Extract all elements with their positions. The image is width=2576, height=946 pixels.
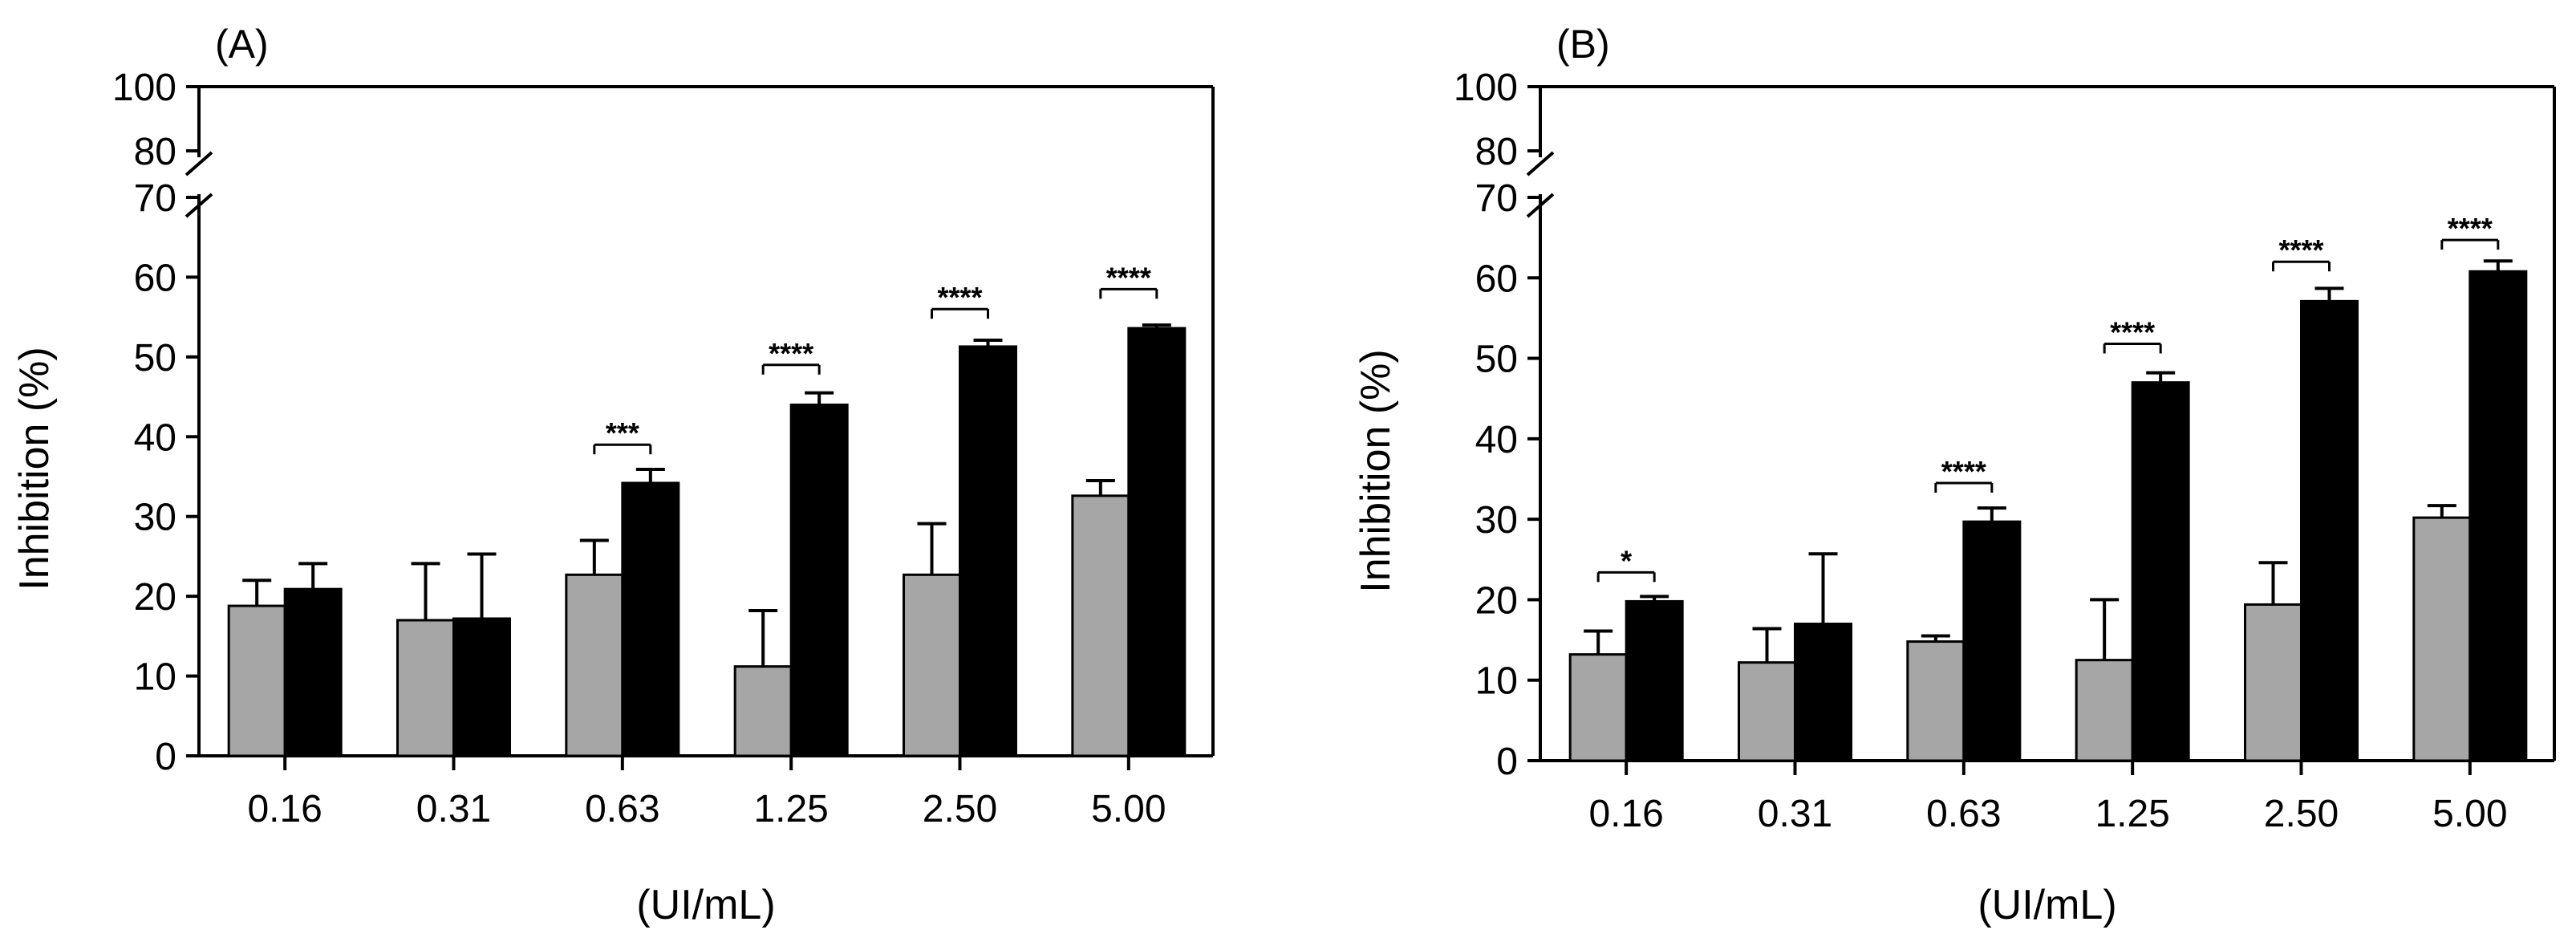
x-axis-title: (UI/mL) bbox=[1978, 882, 2116, 928]
bar-black bbox=[2468, 270, 2528, 762]
y-tick-label: 40 bbox=[1475, 419, 1518, 461]
panel-label: (B) bbox=[1556, 22, 1610, 67]
x-tick-label: 2.50 bbox=[923, 788, 997, 830]
y-axis-break-mark bbox=[185, 151, 213, 177]
x-tick-label: 0.63 bbox=[585, 788, 659, 830]
significance-label: **** bbox=[1106, 261, 1151, 294]
y-tick-label: 10 bbox=[134, 656, 176, 699]
x-tick-label: 0.63 bbox=[1926, 793, 2001, 835]
y-tick-label: 0 bbox=[1496, 741, 1518, 783]
y-axis-break-mark bbox=[1526, 193, 1555, 218]
bar-gray bbox=[2075, 659, 2134, 762]
bar-black bbox=[2131, 381, 2190, 762]
x-tick-label: 5.00 bbox=[1091, 788, 1166, 830]
y-tick-label: 20 bbox=[134, 576, 176, 619]
significance-label: **** bbox=[1941, 455, 1986, 488]
significance-label: **** bbox=[2278, 233, 2323, 266]
y-tick-label: 20 bbox=[1475, 579, 1518, 622]
bar-black bbox=[2300, 299, 2359, 762]
x-tick-label: 1.25 bbox=[2095, 793, 2169, 835]
bar-gray bbox=[903, 573, 961, 757]
y-tick-label: 70 bbox=[134, 177, 176, 220]
x-tick-label: 0.16 bbox=[247, 788, 322, 830]
x-tick-label: 0.31 bbox=[416, 788, 491, 830]
y-tick-label: 80 bbox=[1475, 131, 1518, 173]
y-tick-label: 10 bbox=[1475, 660, 1518, 703]
bar-gray bbox=[2244, 603, 2302, 762]
bar-black bbox=[283, 587, 343, 757]
y-tick-label: 30 bbox=[134, 497, 176, 539]
bar-black bbox=[959, 345, 1017, 757]
bar-gray bbox=[1738, 661, 1796, 762]
bar-black bbox=[1127, 327, 1187, 757]
bar-gray bbox=[1568, 653, 1628, 762]
significance-label: **** bbox=[2110, 316, 2155, 349]
panel-label: (A) bbox=[215, 22, 269, 67]
bar-black bbox=[1625, 599, 1684, 762]
y-tick-label: 50 bbox=[1475, 339, 1518, 381]
bar-black bbox=[1962, 520, 2022, 762]
x-tick-label: 0.16 bbox=[1588, 793, 1663, 835]
bar-gray bbox=[565, 573, 624, 757]
y-axis-title: Inhibition (%) bbox=[1353, 349, 1399, 592]
y-tick-label: 100 bbox=[1454, 67, 1518, 109]
y-tick-label: 70 bbox=[1475, 177, 1518, 220]
bar-black bbox=[621, 481, 680, 757]
y-tick-label: 0 bbox=[155, 736, 176, 778]
significance-label: *** bbox=[606, 416, 639, 449]
bar-gray bbox=[1071, 494, 1130, 757]
y-tick-label: 100 bbox=[112, 67, 176, 109]
y-axis-break-mark bbox=[185, 193, 213, 218]
y-tick-label: 60 bbox=[134, 257, 176, 299]
y-tick-label: 30 bbox=[1475, 499, 1518, 542]
y-tick-label: 60 bbox=[1475, 258, 1518, 300]
x-tick-label: 2.50 bbox=[2264, 793, 2339, 835]
bar-gray bbox=[227, 604, 286, 757]
y-tick-label: 50 bbox=[134, 337, 176, 380]
x-tick-label: 5.00 bbox=[2432, 793, 2507, 835]
bar-gray bbox=[1906, 640, 1965, 762]
significance-label: **** bbox=[769, 337, 813, 370]
bar-black bbox=[789, 404, 849, 757]
significance-label: * bbox=[1621, 544, 1632, 577]
significance-label: **** bbox=[937, 281, 982, 314]
y-axis-title: Inhibition (%) bbox=[11, 347, 58, 590]
bar-gray bbox=[396, 619, 455, 757]
bar-black bbox=[1794, 623, 1852, 762]
significance-label: **** bbox=[2448, 212, 2493, 245]
bar-gray bbox=[2412, 516, 2472, 762]
bar-gray bbox=[733, 665, 793, 757]
x-axis-title: (UI/mL) bbox=[636, 882, 775, 928]
y-tick-label: 80 bbox=[134, 131, 176, 173]
x-tick-label: 1.25 bbox=[753, 788, 828, 830]
x-tick-label: 0.31 bbox=[1758, 793, 1832, 835]
bar-black bbox=[452, 617, 511, 757]
y-tick-label: 40 bbox=[134, 416, 176, 459]
y-axis-break-mark bbox=[1526, 151, 1555, 177]
